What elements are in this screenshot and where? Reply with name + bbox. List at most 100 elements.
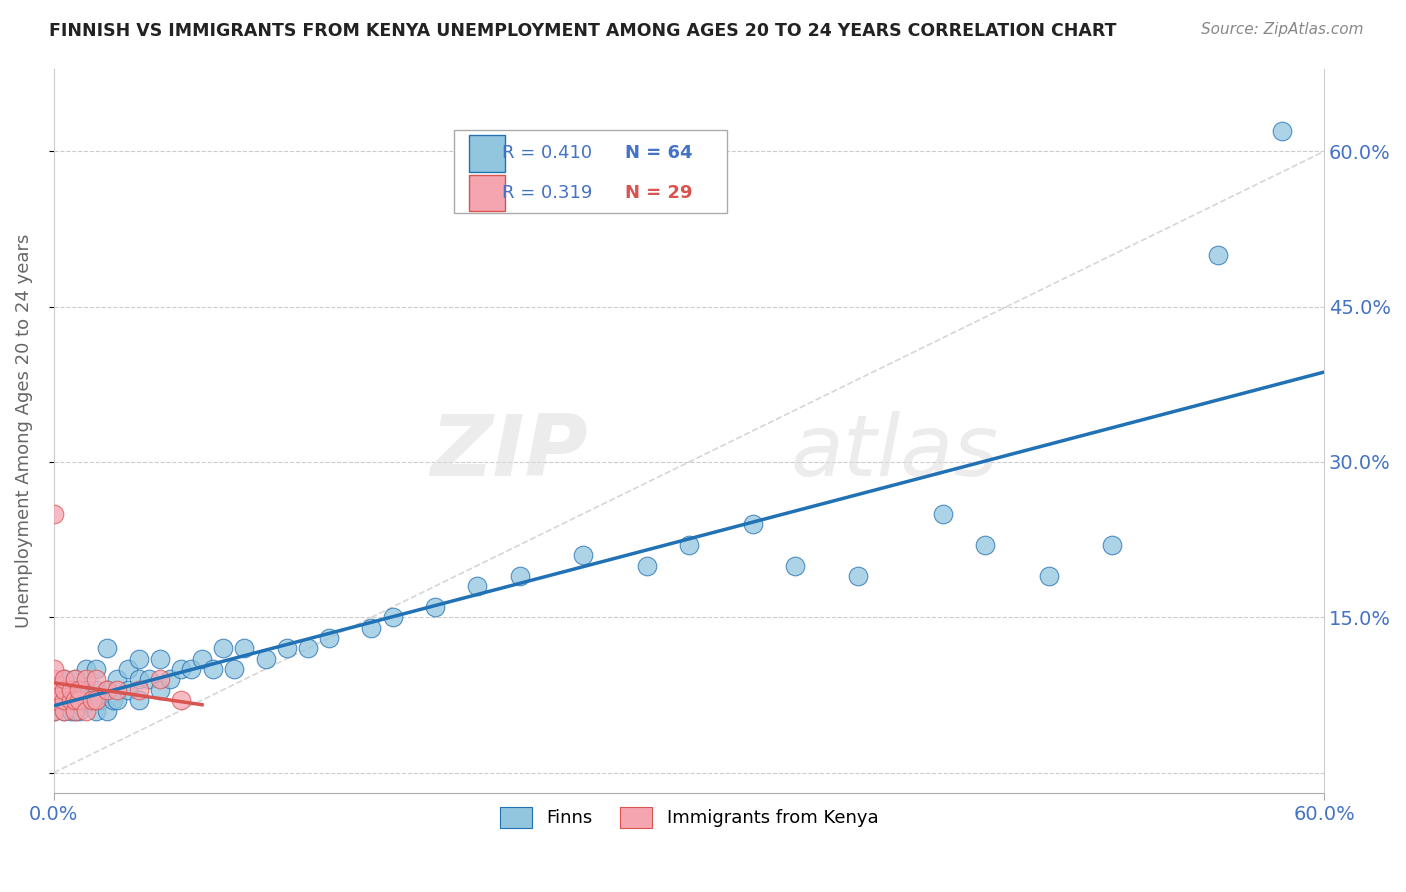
Point [75,682,97,697]
FancyBboxPatch shape [470,175,505,211]
Point [75,693,97,707]
Point [59,682,82,697]
Point [105,682,128,697]
Point [636,558,658,573]
Point [170,662,193,676]
Point [191,651,214,665]
Point [75,673,97,687]
Point [105,673,128,687]
Point [381,610,404,624]
Point [318,631,340,645]
Point [53,704,76,718]
Point [212,641,235,656]
Point [67,704,90,718]
Point [101,693,124,707]
Text: Source: ZipAtlas.com: Source: ZipAtlas.com [1201,22,1364,37]
Point [63,673,86,687]
Point [53,673,76,687]
Point [75,662,97,676]
Point [149,651,172,665]
Point [42,682,65,697]
Point [75,704,97,718]
Point [67,693,90,707]
Point [59,682,82,697]
Point [149,682,172,697]
Point [96,682,118,697]
Point [1271,123,1294,137]
Point [53,693,76,707]
Point [423,599,446,614]
Point [1206,248,1229,262]
Point [932,507,955,521]
Point [59,693,82,707]
Point [53,682,76,697]
Point [117,662,139,676]
Point [117,682,139,697]
Point [42,704,65,718]
Point [846,569,869,583]
Point [63,693,86,707]
Point [1101,538,1123,552]
Point [128,693,150,707]
Point [96,682,118,697]
Text: ZIP: ZIP [430,411,588,494]
Point [159,673,181,687]
Point [180,662,202,676]
Point [741,517,763,532]
Point [509,569,531,583]
Point [96,704,118,718]
Point [63,704,86,718]
Point [42,662,65,676]
Point [233,641,256,656]
Point [222,662,245,676]
Point [678,538,700,552]
Point [128,673,150,687]
Text: N = 29: N = 29 [626,184,693,202]
Legend: Finns, Immigrants from Kenya: Finns, Immigrants from Kenya [492,800,886,835]
Point [1038,569,1060,583]
Point [53,704,76,718]
Point [53,693,76,707]
Point [254,651,277,665]
Point [42,704,65,718]
Point [80,693,103,707]
Point [42,693,65,707]
Point [783,558,806,573]
Point [42,682,65,697]
Point [128,651,150,665]
Point [53,673,76,687]
Point [465,579,488,593]
Point [138,673,160,687]
Point [84,682,107,697]
Y-axis label: Unemployment Among Ages 20 to 24 years: Unemployment Among Ages 20 to 24 years [15,234,32,628]
Point [59,704,82,718]
Point [974,538,997,552]
Point [63,673,86,687]
Point [276,641,298,656]
Point [42,693,65,707]
Point [80,693,103,707]
Text: N = 64: N = 64 [626,145,693,162]
Point [170,693,193,707]
Point [84,704,107,718]
Point [42,693,65,707]
Point [149,673,172,687]
Point [84,673,107,687]
Point [297,641,319,656]
Point [42,673,65,687]
Point [84,693,107,707]
Point [67,682,90,697]
Text: FINNISH VS IMMIGRANTS FROM KENYA UNEMPLOYMENT AMONG AGES 20 TO 24 YEARS CORRELAT: FINNISH VS IMMIGRANTS FROM KENYA UNEMPLO… [49,22,1116,40]
Point [360,621,382,635]
Point [84,662,107,676]
FancyBboxPatch shape [470,136,505,171]
Point [63,704,86,718]
Point [128,682,150,697]
Point [89,693,111,707]
Point [96,641,118,656]
Text: atlas: atlas [790,411,998,494]
Point [42,682,65,697]
Text: R = 0.319: R = 0.319 [502,184,592,202]
Point [572,548,595,562]
Point [201,662,224,676]
